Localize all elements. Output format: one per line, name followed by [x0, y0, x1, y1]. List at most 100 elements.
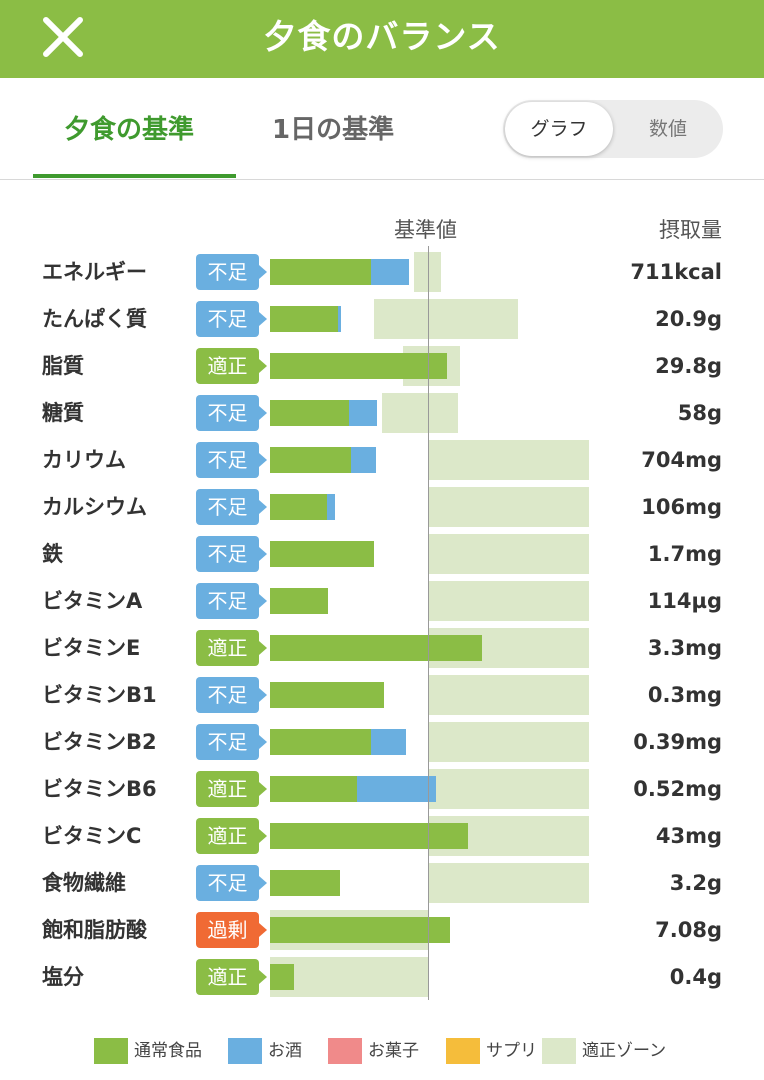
intake-value: 3.3mg: [647, 636, 722, 660]
nutrient-row: カリウム 不足 704mg: [0, 440, 764, 480]
nutrient-row: 食物繊維 不足 3.2g: [0, 863, 764, 903]
legend-label: お菓子: [368, 1041, 419, 1061]
nutrient-name: エネルギー: [42, 260, 147, 284]
nutrient-row: ビタミンA 不足 114µg: [0, 581, 764, 621]
legend-label: 適正ゾーン: [582, 1041, 667, 1061]
proper-zone: [374, 299, 519, 339]
proper-zone: [270, 957, 428, 997]
proper-zone: [428, 534, 590, 574]
status-badge: 不足: [196, 254, 267, 290]
nutrient-row: ビタミンB6 適正 0.52mg: [0, 769, 764, 809]
bar-track: [0, 487, 764, 527]
bar-track: [0, 581, 764, 621]
proper-zone: [428, 440, 590, 480]
alcohol-bar: [356, 776, 436, 802]
header-bar: 夕食のバランス: [0, 0, 764, 78]
tab-daily-standard[interactable]: 1日の基準: [272, 115, 395, 145]
regular-food-bar: [270, 400, 349, 426]
intake-value: 0.39mg: [633, 730, 722, 754]
close-button[interactable]: [40, 14, 86, 60]
status-badge: 不足: [196, 677, 267, 713]
regular-food-bar: [270, 917, 451, 943]
alcohol-bar: [337, 306, 342, 332]
legend-swatch: [328, 1038, 362, 1064]
legend-swatch: [94, 1038, 128, 1064]
nutrient-name: ビタミンC: [42, 824, 142, 848]
nutrient-name: 鉄: [42, 542, 63, 566]
chart-legend: 通常食品 お酒 お菓子 サプリ 適正ゾーン: [0, 1034, 764, 1066]
nutrient-name: カルシウム: [42, 495, 147, 519]
alcohol-bar: [349, 400, 378, 426]
regular-food-bar: [270, 494, 327, 520]
intake-value: 114µg: [647, 589, 722, 613]
intake-value: 1.7mg: [647, 542, 722, 566]
regular-food-bar: [270, 541, 375, 567]
intake-value: 43mg: [655, 824, 722, 848]
nutrient-name: ビタミンB1: [42, 683, 157, 707]
nutrient-row: 脂質 適正 29.8g: [0, 346, 764, 386]
active-tab-indicator: [33, 174, 236, 178]
intake-value: 711kcal: [630, 260, 722, 284]
intake-value: 0.4g: [669, 965, 722, 989]
toggle-graph[interactable]: グラフ: [505, 102, 613, 156]
status-badge: 不足: [196, 865, 267, 901]
nutrient-name: 飽和脂肪酸: [42, 918, 147, 942]
toggle-numbers[interactable]: 数値: [648, 118, 687, 140]
alcohol-bar: [326, 494, 335, 520]
bar-track: [0, 393, 764, 433]
status-badge: 適正: [196, 771, 267, 807]
status-badge: 適正: [196, 630, 267, 666]
intake-value: 0.3mg: [647, 683, 722, 707]
alcohol-bar: [371, 259, 410, 285]
nutrient-name: 糖質: [42, 401, 84, 425]
nutrient-row: ビタミンB1 不足 0.3mg: [0, 675, 764, 715]
nutrient-row: ビタミンE 適正 3.3mg: [0, 628, 764, 668]
proper-zone: [428, 675, 590, 715]
nutrient-row: 鉄 不足 1.7mg: [0, 534, 764, 574]
bar-track: [0, 722, 764, 762]
nutrient-row: ビタミンC 適正 43mg: [0, 816, 764, 856]
proper-zone: [382, 393, 458, 433]
nutrient-row: たんぱく質 不足 20.9g: [0, 299, 764, 339]
status-badge: 不足: [196, 442, 267, 478]
status-badge: 不足: [196, 536, 267, 572]
nutrient-name: ビタミンB6: [42, 777, 157, 801]
regular-food-bar: [270, 635, 482, 661]
nutrient-row: 糖質 不足 58g: [0, 393, 764, 433]
legend-swatch: [446, 1038, 480, 1064]
intake-value: 3.2g: [669, 871, 722, 895]
alcohol-bar: [350, 447, 376, 473]
bar-track: [0, 910, 764, 950]
regular-food-bar: [270, 306, 338, 332]
view-toggle: グラフ 数値: [503, 100, 723, 158]
bar-track: [0, 534, 764, 574]
regular-food-bar: [270, 964, 294, 990]
regular-food-bar: [270, 353, 447, 379]
tab-bar: 夕食の基準 1日の基準: [0, 78, 764, 180]
nutrient-name: 食物繊維: [42, 871, 126, 895]
regular-food-bar: [270, 823, 468, 849]
bar-track: [0, 440, 764, 480]
tab-dinner-standard[interactable]: 夕食の基準: [64, 115, 195, 145]
reference-column-header: 基準値: [394, 218, 457, 242]
nutrient-name: ビタミンB2: [42, 730, 157, 754]
status-badge: 適正: [196, 818, 267, 854]
bar-track: [0, 675, 764, 715]
page-title: 夕食のバランス: [263, 17, 501, 56]
bar-track: [0, 816, 764, 856]
status-badge: 不足: [196, 301, 267, 337]
regular-food-bar: [270, 870, 340, 896]
status-badge: 過剰: [196, 912, 267, 948]
intake-column-header: 摂取量: [659, 218, 722, 242]
nutrient-row: 飽和脂肪酸 過剰 7.08g: [0, 910, 764, 950]
status-badge: 不足: [196, 489, 267, 525]
proper-zone: [428, 769, 590, 809]
intake-value: 58g: [677, 401, 722, 425]
regular-food-bar: [270, 447, 351, 473]
intake-value: 29.8g: [655, 354, 722, 378]
intake-value: 106mg: [641, 495, 722, 519]
status-badge: 適正: [196, 959, 267, 995]
nutrient-row: 塩分 適正 0.4g: [0, 957, 764, 997]
bar-track: [0, 957, 764, 997]
nutrient-name: カリウム: [42, 448, 126, 472]
